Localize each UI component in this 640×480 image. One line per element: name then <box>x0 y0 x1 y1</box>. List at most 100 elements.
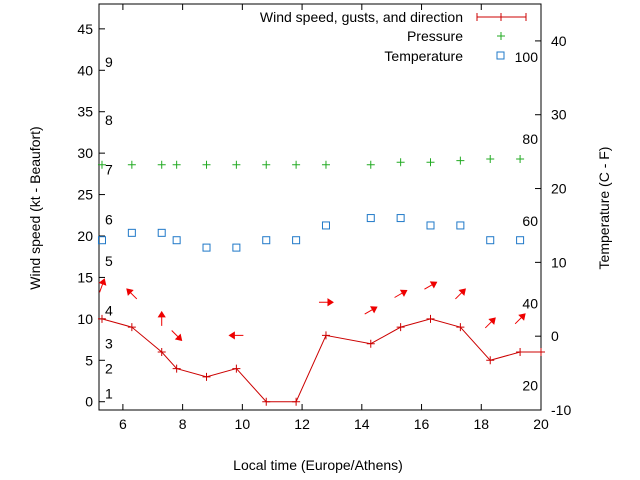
wind-speed-point <box>202 372 211 381</box>
wind-speed-point <box>396 323 405 332</box>
beaufort-label: 6 <box>105 211 113 227</box>
y-tick-label: 0 <box>85 394 93 410</box>
y2-tick-label: -10 <box>551 402 571 418</box>
temperature-point <box>127 228 136 237</box>
wind-speed-point <box>232 364 241 373</box>
temperature-point <box>366 214 375 223</box>
pressure-point <box>486 154 495 163</box>
wind-direction-arrow <box>455 288 466 300</box>
pressure-point <box>262 160 271 169</box>
x-tick-label: 12 <box>294 416 310 432</box>
temperature-point <box>456 221 465 230</box>
temperature-point <box>292 236 301 245</box>
legend: Wind speed, gusts, and direction Pressur… <box>260 9 527 64</box>
pressure-point <box>516 154 525 163</box>
x-tick-label: 8 <box>179 416 187 432</box>
wind-speed-point <box>366 339 375 348</box>
y-tick-label: 10 <box>77 311 93 327</box>
wind-direction-arrow <box>424 281 438 290</box>
pressure-point <box>172 160 181 169</box>
y2-tick-label: 0 <box>551 328 559 344</box>
beaufort-label: 8 <box>105 112 113 128</box>
legend-label-pressure: Pressure <box>407 28 463 44</box>
plot-marks: 6 8 10 12 14 16 18 20051015202530354045-1001020… <box>77 3 571 432</box>
pressure-point <box>396 158 405 167</box>
beaufort-label: 4 <box>105 303 113 319</box>
wind-speed-line <box>101 318 541 403</box>
wind-direction-arrow <box>157 310 166 326</box>
beaufort-label: 7 <box>105 162 113 178</box>
wind-direction-arrow <box>394 289 408 298</box>
temperature-point <box>321 221 330 230</box>
wind-speed-point <box>321 331 330 340</box>
wind-direction-arrow <box>126 288 138 300</box>
beaufort-label: 2 <box>105 361 113 377</box>
legend-label-temperature: Temperature <box>384 48 463 64</box>
y-tick-label: 35 <box>77 104 93 120</box>
legend-swatch-temperature <box>496 51 505 60</box>
x-tick-label: 16 <box>414 416 430 432</box>
x-axis-label: Local time (Europe/Athens) <box>233 457 403 473</box>
temperature-point <box>396 214 405 223</box>
wind-speed-point <box>97 314 106 323</box>
temperature-point <box>97 236 106 245</box>
temperature-point <box>516 236 525 245</box>
beaufort-label: 9 <box>105 54 113 70</box>
legend-label-wind: Wind speed, gusts, and direction <box>260 9 463 25</box>
fahrenheit-label: 100 <box>515 49 539 65</box>
y-tick-label: 25 <box>77 187 93 203</box>
y2-tick-label: 40 <box>551 33 567 49</box>
temperature-point <box>157 228 166 237</box>
y-tick-label: 5 <box>85 352 93 368</box>
pressure-point <box>292 160 301 169</box>
x-tick-label: 18 <box>473 416 489 432</box>
pressure-point <box>321 160 330 169</box>
wind-speed-point <box>172 364 181 373</box>
pressure-point <box>366 160 375 169</box>
fahrenheit-label: 80 <box>522 131 538 147</box>
y2-axis-label: Temperature (C - F) <box>596 147 612 270</box>
pressure-point <box>232 160 241 169</box>
wind-speed-point <box>486 356 495 365</box>
y2-tick-label: 30 <box>551 107 567 123</box>
fahrenheit-label: 40 <box>522 296 538 312</box>
wind-direction-arrow <box>364 306 378 315</box>
y2-tick-label: 20 <box>551 181 567 197</box>
temperature-point <box>262 236 271 245</box>
wind-speed-point <box>456 323 465 332</box>
fahrenheit-label: 20 <box>522 378 538 394</box>
wind-speed-point <box>127 323 136 332</box>
wind-speed-point <box>292 397 301 406</box>
wind-direction-arrow <box>98 278 107 293</box>
wind-speed-point <box>426 314 435 323</box>
pressure-point <box>202 160 211 169</box>
temperature-point <box>202 243 211 252</box>
pressure-point <box>456 156 465 165</box>
wind-speed-point <box>537 348 545 356</box>
y2-tick-label: 10 <box>551 254 567 270</box>
wind-speed-point <box>262 397 271 406</box>
pressure-point <box>426 158 435 167</box>
pressure-point <box>127 160 136 169</box>
temperature-point <box>232 243 241 252</box>
pressure-point <box>97 160 106 169</box>
wind-direction-arrow <box>171 330 183 342</box>
x-tick-label: 14 <box>354 416 370 432</box>
beaufort-label: 3 <box>105 336 113 352</box>
x-tick-label: 6 <box>119 416 127 432</box>
y-axis-label: Wind speed (kt - Beaufort) <box>27 126 43 289</box>
wind-speed-point <box>516 348 525 356</box>
plot-frame <box>98 3 542 411</box>
beaufort-label: 1 <box>105 385 113 401</box>
legend-swatch-pressure <box>497 32 505 40</box>
y-tick-label: 45 <box>77 21 93 37</box>
y-tick-label: 15 <box>77 269 93 285</box>
y-tick-label: 30 <box>77 145 93 161</box>
x-tick-label: 10 <box>235 416 251 432</box>
pressure-point <box>157 160 166 169</box>
wind-direction-arrow <box>228 331 244 340</box>
temperature-point <box>172 236 181 245</box>
wind-direction-arrow <box>514 313 526 325</box>
temperature-point <box>426 221 435 230</box>
wind-direction-arrow <box>318 298 334 307</box>
